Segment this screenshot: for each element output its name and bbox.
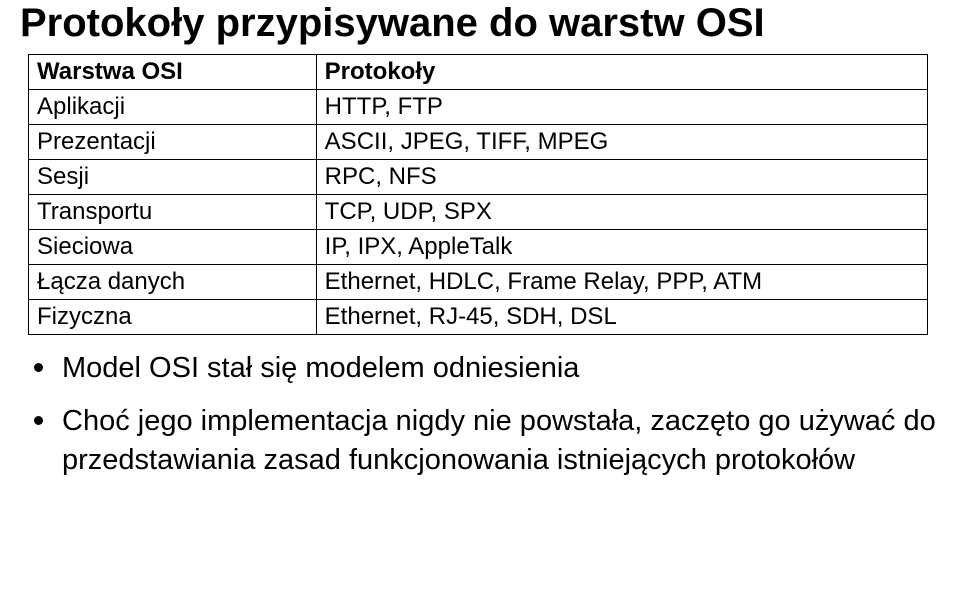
cell-layer: Fizyczna [29,300,317,335]
cell-protocols: Ethernet, RJ-45, SDH, DSL [316,300,927,335]
cell-protocols: RPC, NFS [316,160,927,195]
table-row: Aplikacji HTTP, FTP [29,90,928,125]
cell-protocols: ASCII, JPEG, TIFF, MPEG [316,125,927,160]
table-row: Łącza danych Ethernet, HDLC, Frame Relay… [29,265,928,300]
cell-layer: Aplikacji [29,90,317,125]
table-header-row: Warstwa OSI Protokoły [29,55,928,90]
table-row: Sesji RPC, NFS [29,160,928,195]
table-row: Sieciowa IP, IPX, AppleTalk [29,230,928,265]
cell-layer: Prezentacji [29,125,317,160]
cell-protocols: TCP, UDP, SPX [316,195,927,230]
cell-layer: Sieciowa [29,230,317,265]
bullet-list: Model OSI stał się modelem odniesienia C… [28,349,939,480]
table-row: Prezentacji ASCII, JPEG, TIFF, MPEG [29,125,928,160]
list-item: Choć jego implementacja nigdy nie powsta… [28,402,939,480]
osi-table: Warstwa OSI Protokoły Aplikacji HTTP, FT… [28,54,928,335]
cell-protocols: HTTP, FTP [316,90,927,125]
list-item: Model OSI stał się modelem odniesienia [28,349,939,388]
page-title: Protokoły przypisywane do warstw OSI [20,0,939,46]
cell-layer: Łącza danych [29,265,317,300]
table-header-layer: Warstwa OSI [29,55,317,90]
cell-protocols: IP, IPX, AppleTalk [316,230,927,265]
slide: Protokoły przypisywane do warstw OSI War… [0,0,959,604]
cell-layer: Sesji [29,160,317,195]
table-row: Fizyczna Ethernet, RJ-45, SDH, DSL [29,300,928,335]
table-row: Transportu TCP, UDP, SPX [29,195,928,230]
table-header-protocols: Protokoły [316,55,927,90]
cell-layer: Transportu [29,195,317,230]
cell-protocols: Ethernet, HDLC, Frame Relay, PPP, ATM [316,265,927,300]
